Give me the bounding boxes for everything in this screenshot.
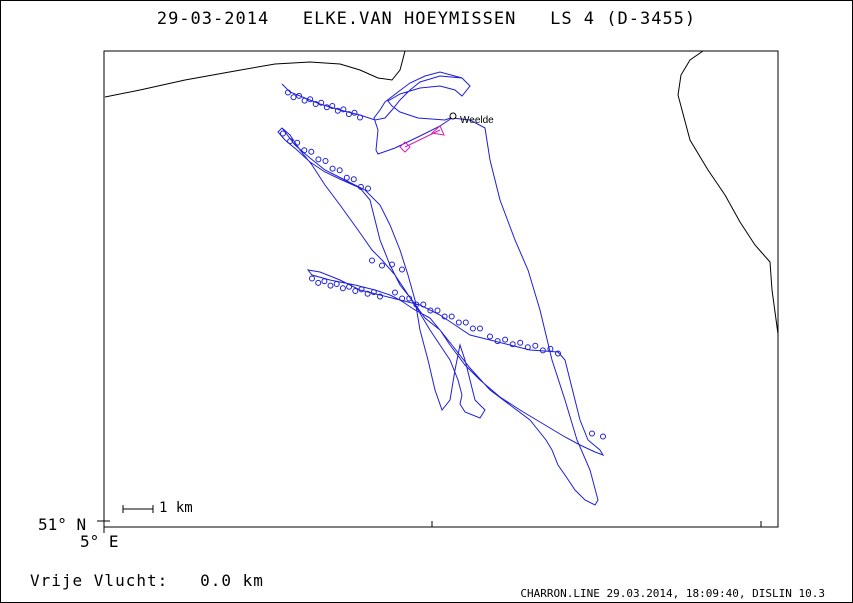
page-title: 29-03-2014 ELKE.VAN HOEYMISSEN LS 4 (D-3… [0, 9, 853, 29]
track-loop [351, 109, 358, 116]
track-loop [377, 293, 383, 300]
track-loop [315, 156, 322, 163]
track-loop [370, 289, 377, 296]
track-loop [312, 101, 319, 107]
scale-label: 1 km [159, 500, 193, 516]
track-loop [420, 301, 427, 308]
track-loop [477, 325, 483, 332]
map-frame [103, 50, 779, 528]
track-loop [327, 282, 334, 289]
direction-line [404, 129, 441, 148]
border-line-right [677, 50, 779, 335]
track-loop [321, 278, 328, 285]
free-flight-value: 0.0 km [200, 571, 264, 590]
track-loop [323, 104, 330, 111]
track-loop [379, 262, 385, 269]
track-loop [339, 285, 346, 292]
track-loop [427, 307, 434, 314]
footer-text: CHARRON.LINE 29.03.2014, 18:09:40, DISLI… [520, 587, 825, 600]
latitude-label: 51° N [38, 515, 87, 534]
track-loop [365, 185, 371, 192]
free-flight-label: Vrije Vlucht: [30, 571, 169, 590]
track-loop [399, 266, 405, 273]
title-date: 29-03-2014 [156, 9, 270, 29]
track-loop [336, 167, 343, 174]
track-loop [329, 165, 336, 172]
track-loop [358, 286, 365, 293]
track-loop [462, 319, 469, 326]
track-loop [357, 183, 364, 190]
track-loop [455, 319, 462, 326]
track-loop [369, 257, 375, 264]
track-loop [547, 345, 554, 352]
track-loop [318, 99, 325, 106]
flight-track [277, 71, 605, 506]
track-loop [329, 103, 336, 109]
track-loop [294, 139, 301, 146]
start-triangle-icon [430, 125, 445, 136]
track-loop [307, 96, 314, 103]
scale-bar [122, 505, 154, 513]
track-loop [406, 295, 413, 302]
track-loop [287, 138, 294, 145]
title-owner: ELKE.VAN HOEYMISSEN [302, 9, 517, 29]
track-loop [296, 92, 303, 99]
track-loop [494, 338, 501, 345]
track-loop [301, 97, 308, 104]
track-loop [333, 281, 340, 287]
track-loops [280, 89, 606, 440]
track-loop [555, 350, 561, 357]
track-loop [343, 174, 350, 181]
track-loop [389, 261, 395, 268]
track-loop [290, 94, 297, 101]
free-flight-row: Vrije Vlucht: 0.0 km [30, 571, 264, 590]
track-loop [524, 344, 531, 351]
track-loop [469, 325, 476, 332]
track-loop [413, 301, 420, 308]
track-loop [308, 148, 315, 155]
track-loop [352, 288, 359, 294]
track-loop [392, 289, 398, 296]
track-loop [322, 158, 329, 164]
border-line-top [104, 50, 406, 98]
track-loop [509, 341, 516, 348]
track-loop [301, 147, 308, 154]
title-ring: LS 4 (D-3455) [550, 9, 697, 29]
longitude-label: 5° E [80, 532, 119, 551]
track-loop [448, 313, 455, 320]
track-loop [539, 347, 546, 354]
track-loop [517, 339, 524, 346]
track-loop [441, 313, 448, 320]
track-loop [280, 130, 286, 137]
track-loop [589, 430, 595, 437]
track-loop [345, 111, 352, 118]
track-loop [600, 433, 606, 440]
track-loop [285, 89, 291, 96]
track-loop [346, 283, 353, 290]
track-loop [487, 333, 493, 340]
track-loop [532, 342, 539, 349]
track-loop [399, 295, 406, 302]
track-loop [350, 176, 357, 183]
track-loop [357, 114, 363, 121]
track-loop [502, 336, 509, 343]
track-loop [364, 290, 371, 297]
track-loop [309, 275, 315, 282]
track-loop [434, 307, 441, 314]
release-site-label: Weelde [460, 115, 494, 126]
release-site-marker [449, 112, 457, 120]
track-loop [315, 279, 322, 286]
arrival-diamond-icon [399, 141, 411, 153]
track-loop [334, 107, 341, 114]
track-loop [340, 106, 347, 113]
